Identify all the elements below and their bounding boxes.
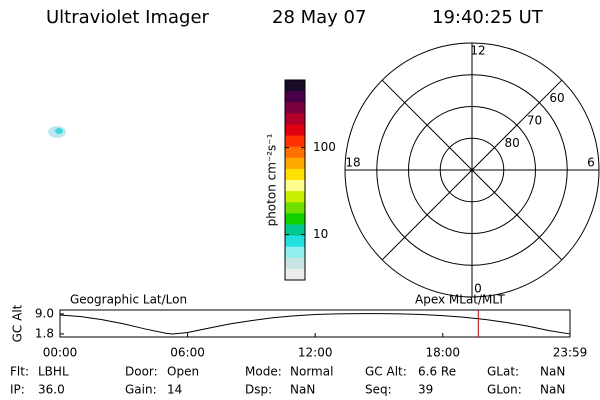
image-speck (48, 126, 66, 138)
info-label: Dsp: (245, 383, 272, 397)
color-swatch (285, 246, 305, 259)
x-tick-label: 00:00 (43, 346, 78, 360)
color-swatch (285, 80, 305, 92)
info-label: IP: (10, 383, 25, 397)
color-swatch (285, 102, 305, 114)
date: 28 May 07 (272, 7, 366, 28)
lat-label: 70 (527, 114, 542, 128)
mlt-label: 12 (470, 44, 485, 58)
color-swatch (285, 113, 305, 125)
color-swatch (285, 202, 305, 214)
x-tick-label: 23:59 (553, 346, 588, 360)
x-tick-label: 06:00 (170, 346, 205, 360)
info-value: LBHL (38, 365, 69, 379)
colorbar-tick-label: 100 (313, 140, 336, 154)
color-swatch (285, 135, 305, 148)
color-swatch (285, 146, 305, 159)
color-swatch (285, 168, 305, 181)
color-swatch (285, 124, 305, 137)
time: 19:40:25 UT (432, 7, 544, 28)
info-value: 39 (418, 383, 433, 397)
color-swatch (285, 157, 305, 170)
x-tick-label: 18:00 (425, 346, 460, 360)
lat-circle (439, 137, 505, 203)
color-swatch (285, 191, 305, 203)
lat-circle (376, 74, 568, 266)
info-label: Gain: (125, 383, 157, 397)
colorbar-frame (284, 79, 306, 281)
info-label: Seq: (365, 383, 392, 397)
lat-circle (408, 106, 536, 234)
info-label: Flt: (10, 365, 29, 379)
info-label: GLon: (487, 383, 522, 397)
y-tick-label: 9.0 (35, 306, 54, 320)
mlt-label: 18 (345, 156, 360, 170)
info-value: Open (167, 365, 199, 379)
info-label: GC Alt: (365, 365, 407, 379)
color-swatch (285, 268, 305, 281)
colorbar-label: photon cm⁻²s⁻¹ (265, 133, 279, 226)
title: Ultraviolet Imager (46, 7, 210, 28)
x-tick-label: 12:00 (298, 346, 333, 360)
color-swatch (285, 224, 305, 237)
color-swatch (285, 180, 305, 192)
info-value: NaN (540, 383, 565, 397)
polar-spoke (381, 79, 563, 261)
info-label: Door: (125, 365, 158, 379)
info-value: NaN (290, 383, 315, 397)
mlt-label: 0 (474, 282, 482, 296)
annotation: Apex MLat/MLT (415, 293, 505, 307)
color-swatch (285, 257, 305, 270)
info-label: Mode: (245, 365, 282, 379)
info-label: GLat: (487, 365, 519, 379)
mlt-label: 6 (587, 156, 595, 170)
color-swatch (285, 213, 305, 225)
color-swatch (285, 235, 305, 248)
info-value: 36.0 (38, 383, 65, 397)
info-value: NaN (540, 365, 565, 379)
altitude-line (59, 313, 571, 335)
info-value: 14 (167, 383, 182, 397)
lat-label: 80 (504, 136, 519, 150)
info-value: Normal (290, 365, 333, 379)
y-axis-label: GC Alt (11, 304, 25, 342)
info-value: 6.6 Re (418, 365, 456, 379)
annotation: Geographic Lat/Lon (70, 293, 187, 307)
lat-label: 60 (549, 91, 564, 105)
color-swatch (285, 91, 305, 103)
colorbar-tick-label: 10 (313, 227, 328, 241)
y-tick-label: 1.8 (35, 326, 54, 340)
